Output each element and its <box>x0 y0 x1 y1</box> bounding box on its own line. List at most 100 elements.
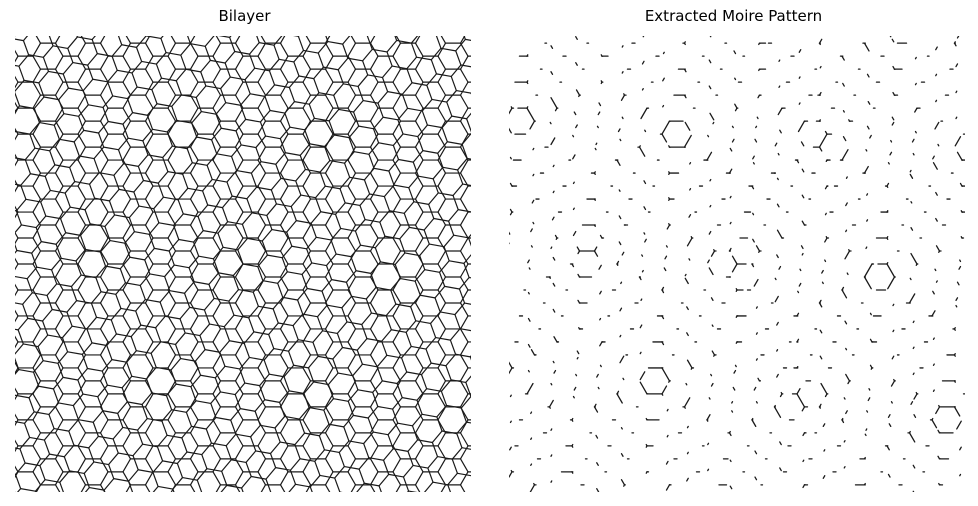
layer2-bond <box>328 423 345 428</box>
layer1-bond <box>99 250 109 265</box>
layer2-bond <box>104 225 111 242</box>
layer2-bond <box>116 69 133 74</box>
layer1-bond <box>302 315 312 330</box>
layer2-bond <box>108 200 116 216</box>
layer2-bond <box>408 187 415 203</box>
layer2-bond <box>438 271 446 287</box>
moire-segment <box>550 71 554 75</box>
layer2-bond <box>330 227 342 241</box>
layer2-bond <box>52 45 69 50</box>
moire-segment <box>668 145 671 148</box>
moire-segment <box>956 420 962 430</box>
moire-segment <box>931 419 938 429</box>
layer1-bond <box>167 263 177 278</box>
moire-segment <box>799 268 802 272</box>
moire-segment <box>550 45 554 50</box>
layer1-bond <box>212 419 222 434</box>
layer2-bond <box>287 350 295 366</box>
layer1-bond <box>459 484 466 492</box>
layer1-bond <box>347 328 357 343</box>
layer2-bond <box>165 383 177 397</box>
moire-segment <box>575 89 581 96</box>
moire-segment <box>509 156 512 160</box>
layer2-bond <box>106 69 118 83</box>
layer2-bond <box>31 292 48 297</box>
layer2-bond <box>366 36 373 50</box>
layer2-bond <box>162 145 174 159</box>
layer1-bond <box>414 172 424 187</box>
layer2-bond <box>353 151 370 155</box>
layer2-bond <box>228 300 235 316</box>
layer1-bond <box>99 198 109 213</box>
layer1-bond <box>99 211 109 226</box>
layer1-bond <box>414 471 424 486</box>
layer2-bond <box>273 36 283 46</box>
layer2-bond <box>149 273 166 278</box>
layer2-bond <box>197 215 204 232</box>
moire-segment <box>688 213 692 218</box>
layer2-bond <box>108 188 120 202</box>
layer2-bond <box>17 329 24 345</box>
layer2-bond <box>179 306 191 320</box>
layer1-bond <box>437 198 447 213</box>
layer2-bond <box>200 71 207 87</box>
layer2-bond <box>346 321 363 326</box>
layer1-bond <box>257 250 267 265</box>
layer1-bond <box>369 185 379 200</box>
moire-segment <box>822 475 826 479</box>
layer1-bond <box>32 354 42 369</box>
layer2-bond <box>338 451 345 468</box>
layer1-bond <box>77 211 87 226</box>
layer2-bond <box>185 400 197 413</box>
layer2-bond <box>145 36 162 40</box>
layer2-bond <box>68 430 75 446</box>
moire-segment <box>932 337 935 340</box>
layer1-bond <box>414 198 424 213</box>
layer2-bond <box>401 345 412 359</box>
moire-segment <box>776 229 783 239</box>
layer1-bond <box>167 172 177 187</box>
moire-segment <box>868 388 871 391</box>
layer2-bond <box>272 296 284 310</box>
layer2-bond <box>52 388 60 404</box>
layer2-bond <box>406 56 418 70</box>
layer2-bond <box>40 201 47 217</box>
layer2-bond <box>206 164 213 181</box>
layer2-bond <box>374 247 382 263</box>
layer1-bond <box>212 81 222 96</box>
layer1-bond <box>212 263 222 278</box>
moire-segment <box>779 441 782 446</box>
layer2-bond <box>250 436 257 452</box>
moire-pattern-plot <box>509 36 965 492</box>
layer1-bond <box>302 445 312 460</box>
layer1-bond <box>369 341 379 356</box>
layer2-bond <box>113 214 130 219</box>
layer2-bond <box>250 172 258 188</box>
layer2-bond <box>344 202 361 207</box>
layer2-bond <box>393 184 410 189</box>
moire-segment <box>552 282 556 287</box>
layer2-bond <box>302 313 319 318</box>
layer1-bond <box>167 354 177 369</box>
layer2-bond <box>160 36 164 40</box>
layer2-bond <box>244 67 256 81</box>
layer2-bond <box>367 74 384 79</box>
layer2-bond <box>413 201 430 205</box>
moire-segment <box>552 164 555 168</box>
moire-segment <box>910 401 914 405</box>
layer1-bond <box>125 36 132 44</box>
layer2-bond <box>19 448 26 464</box>
layer1-bond <box>122 315 132 330</box>
moire-segment <box>552 190 555 194</box>
moire-segment <box>935 280 938 283</box>
layer2-bond <box>291 245 308 250</box>
layer1-bond <box>257 81 267 96</box>
layer1-bond <box>324 224 334 239</box>
layer2-bond <box>359 193 371 207</box>
moire-segment <box>572 395 575 399</box>
moire-segment <box>865 428 868 431</box>
layer1-bond <box>302 419 312 434</box>
layer1-bond <box>392 42 402 57</box>
layer1-bond <box>392 419 402 434</box>
moire-segment <box>731 255 738 265</box>
